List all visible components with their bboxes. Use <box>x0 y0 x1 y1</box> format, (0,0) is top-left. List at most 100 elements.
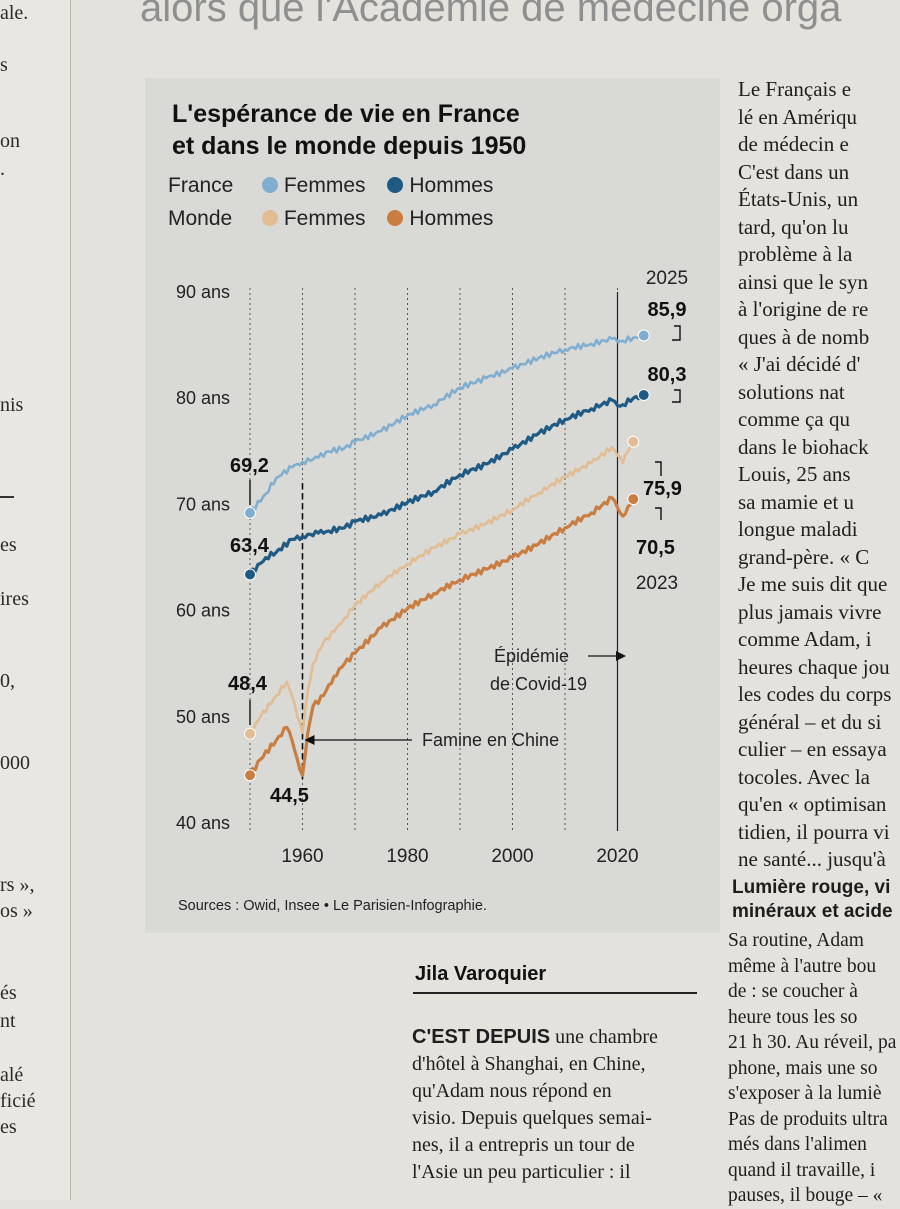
article-line: longue maladi <box>738 517 858 541</box>
article-line: ques à de nomb <box>738 324 870 349</box>
left-column-fragment: es <box>0 1116 17 1138</box>
article-line: quand il travaille, i <box>728 1159 876 1181</box>
value-label: 44,5 <box>270 785 309 807</box>
article-line: lé en Amériqu <box>738 104 857 129</box>
article-line: Sa routine, Adam <box>728 930 864 951</box>
chart-panel <box>145 78 720 933</box>
series-line-3 <box>248 495 635 777</box>
legend-label: Femmes <box>283 174 366 197</box>
right-article-column: Le Français e lé en Amériqu de médecin e C'… <box>738 76 900 874</box>
left-column-fragment: és <box>0 982 17 1004</box>
left-column-fragment: ale. <box>0 2 29 24</box>
legend-item-monde-femmes: Femmes <box>261 207 366 231</box>
article-line: plus jamais vivre <box>738 599 882 624</box>
right-article-column-continued: Sa routine, Adam même à l'autre bou de : s… <box>728 928 900 1209</box>
label-leader <box>655 461 662 476</box>
y-tick-label: 50 ans <box>176 707 230 727</box>
legend-category-france: France <box>168 174 234 197</box>
left-column-fragment: os » <box>0 900 33 922</box>
article-line: de médecin e <box>738 132 849 156</box>
series-start-point <box>244 769 256 782</box>
legend-swatch-icon <box>387 210 404 226</box>
article-line: sa mamie et u <box>738 489 855 514</box>
article-body: d'hôtel à Shanghai, en Chine, qu'Adam nou… <box>412 1051 702 1186</box>
article-line: més dans l'alimen <box>728 1134 867 1155</box>
article-first-line: une chambre <box>550 1026 658 1048</box>
article-line: Je me suis dit que <box>738 572 888 596</box>
article-line: même à l'autre bou <box>728 955 877 977</box>
value-label: 85,9 <box>648 299 687 321</box>
article-line: Le Français e <box>738 77 852 101</box>
legend-label: Femmes <box>283 207 366 230</box>
value-label: 80,3 <box>648 364 687 386</box>
article-line: solutions nat <box>738 379 845 404</box>
series-end-point <box>627 493 640 506</box>
subhead-line: Lumière rouge, vi <box>732 877 891 898</box>
famine-arrow-head-icon <box>304 735 315 745</box>
year-label-top: 2025 <box>646 268 688 289</box>
article-line: l'Asie un peu particulier : il <box>412 1161 631 1183</box>
value-label: 70,5 <box>636 537 675 559</box>
article-line: d'hôtel à Shanghai, en Chine, <box>412 1053 646 1075</box>
legend-row-monde: Monde Femmes Hommes <box>168 207 509 231</box>
left-column-fragment: 0, <box>0 670 15 692</box>
article-line: États-Unis, un <box>738 187 859 211</box>
article-line: visio. Depuis quelques semai- <box>412 1107 652 1129</box>
article-subhead: Lumière rouge, vi minéraux et acide <box>732 876 900 924</box>
left-column-fragment: nis <box>0 394 24 416</box>
article-line: à l'origine de re <box>738 297 869 321</box>
legend-category-monde: Monde <box>168 207 233 230</box>
subhead-line: minéraux et acide <box>732 901 893 922</box>
article-line: général – et du si <box>738 709 882 734</box>
series-end-point <box>637 389 650 402</box>
y-tick-label: 40 ans <box>176 813 230 833</box>
article-line: qu'Adam nous répond en <box>412 1080 612 1102</box>
article-line: nes, il a entrepris un tour de <box>412 1134 635 1156</box>
covid-annotation-line2: de Covid-19 <box>490 674 587 694</box>
legend-label: Hommes <box>409 174 494 197</box>
legend-swatch-icon <box>261 177 278 193</box>
value-label: 69,2 <box>230 455 269 477</box>
left-column-fragment: 000 <box>0 752 30 774</box>
article-line: 21 h 30. Au réveil, pa <box>728 1032 897 1053</box>
left-column-divider <box>0 496 14 498</box>
series-end-point <box>637 329 650 342</box>
series-end-point <box>627 435 640 448</box>
series-start-point <box>244 568 256 581</box>
article-line: problème à la <box>738 242 853 266</box>
x-tick-label: 2020 <box>596 846 638 867</box>
label-leader <box>655 507 662 520</box>
article-line: Pas de produits ultra <box>728 1108 888 1130</box>
y-tick-label: 80 ans <box>176 388 230 408</box>
x-tick-label: 1960 <box>281 846 323 867</box>
page-headline-fragment: alors que l'Académie de médecine orga <box>140 0 842 30</box>
famine-annotation: Famine en Chine <box>422 730 559 750</box>
chart-title: L'espérance de vie en France et dans le … <box>172 98 572 162</box>
article-line: C'EST DEPUIS une chambre <box>412 1024 702 1051</box>
article-line: « J'ai décidé d' <box>738 352 861 376</box>
left-column-fragment: ires <box>0 588 29 610</box>
value-label: 63,4 <box>230 535 270 557</box>
article-line: tocoles. Avec la <box>738 764 870 789</box>
article-line: pauses, il bouge – « <box>728 1185 883 1206</box>
left-column-fragment: . <box>0 158 5 180</box>
article-line: les codes du corps <box>738 682 892 706</box>
article-line: ne santé... jusqu'à <box>738 847 886 871</box>
series-start-point <box>244 727 256 740</box>
label-leader <box>672 389 681 403</box>
left-column-fragment: ficié <box>0 1090 36 1112</box>
article-lead: C'EST DEPUIS <box>412 1026 551 1048</box>
y-tick-label: 70 ans <box>176 494 230 514</box>
left-column-fragment: es <box>0 534 17 556</box>
label-leader <box>672 325 681 341</box>
covid-arrow-head-icon <box>616 651 626 661</box>
article-line: tidien, il pourra vi <box>738 819 890 844</box>
left-column-fragment: alé <box>0 1064 24 1086</box>
byline-rule <box>413 992 697 994</box>
left-column-fragment: on <box>0 130 20 152</box>
article-line: dans le biohack <box>738 434 869 459</box>
value-label: 75,9 <box>643 478 682 500</box>
main-article: C'EST DEPUIS une chambre d'hôtel à Shang… <box>412 1024 702 1186</box>
value-label: 48,4 <box>228 673 268 695</box>
